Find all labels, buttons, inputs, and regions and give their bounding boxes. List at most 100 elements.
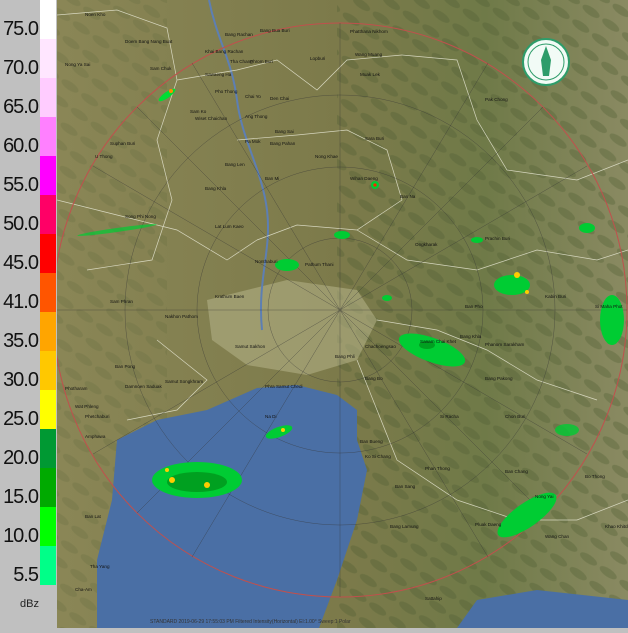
place-label: Si Racha [440, 414, 459, 419]
place-label: Phetchaburi [85, 414, 110, 419]
place-label: Chon Buri [505, 414, 525, 419]
place-label: Bang Pahan [270, 141, 296, 146]
legend-label: 30.0 [3, 369, 39, 391]
legend-swatch [40, 156, 56, 195]
place-labels: Noen Kho Bang Rachan Bang Bua Buri Doem Ban… [65, 12, 628, 601]
place-label: Damnoen Saduak [125, 384, 162, 389]
place-label: Sawaeng Ha [205, 72, 232, 77]
legend-swatch [40, 195, 56, 234]
place-label: Ang Thong [245, 114, 268, 119]
legend-label: 70.0 [3, 57, 39, 79]
legend-item: 5.5 [0, 546, 57, 588]
legend-label: 75.0 [3, 18, 39, 40]
place-label: Den Chai [270, 96, 289, 101]
place-label: Noen Kho [85, 12, 106, 17]
place-label: Phanom Sarakham [485, 342, 524, 347]
legend-swatch [40, 117, 56, 156]
place-label: Ban Bueng [360, 439, 383, 444]
place-label: Nong Ya Sai [65, 62, 90, 67]
place-label: Ko Si Chang [365, 454, 391, 459]
place-label: Ban Pho [465, 304, 483, 309]
place-label: Chachoengsao [365, 344, 396, 349]
place-label: Wiset Chaichan [195, 116, 228, 121]
place-label: Khai Bang Rachan [205, 49, 244, 54]
legend-item: 35.0 [0, 312, 57, 354]
place-label: Ongkharak [415, 242, 438, 247]
legend-label: 10.0 [3, 525, 39, 547]
place-label: Tha Yang [90, 564, 110, 569]
place-label: Samut Sakhon [235, 344, 266, 349]
place-label: Ban Na [400, 194, 416, 199]
place-label: Phan Thong [425, 466, 450, 471]
legend-unit: dBz [20, 598, 39, 610]
place-label: Pa Mok [245, 139, 261, 144]
place-label: Bang Bua Buri [260, 28, 290, 33]
place-label: Phrom Buri [250, 59, 273, 64]
place-label: Sam Phran [110, 299, 133, 304]
place-label: Prachin Buri [485, 236, 510, 241]
place-label: Sattahip [425, 596, 442, 601]
legend-item: 70.0 [0, 39, 57, 81]
province-borders [56, 9, 628, 521]
legend-item: 60.0 [0, 117, 57, 159]
place-label: Kabin Buri [545, 294, 566, 299]
place-label: Bang Sai [275, 129, 294, 134]
legend-swatch [40, 312, 56, 351]
legend-label: 5.5 [13, 564, 39, 586]
place-label: Ban Mi [265, 176, 279, 181]
legend-item: 75.0 [0, 0, 57, 42]
place-label: Sara Buri [365, 136, 384, 141]
place-label: Amphawa [85, 434, 106, 439]
place-label: Bang Bo [365, 376, 383, 381]
place-label: Wat Phleng [75, 404, 99, 409]
place-label: Wang Chan [545, 534, 570, 539]
radar-map[interactable]: Noen Kho Bang Rachan Bang Bua Buri Doem Ban… [52, 0, 628, 628]
city-emblem-logo [522, 38, 570, 86]
place-label: Doem Bang Nang Buat [125, 39, 173, 44]
legend-item: 30.0 [0, 351, 57, 393]
place-label: Bang Pakong [485, 376, 513, 381]
legend-swatch [40, 0, 56, 39]
legend-label: 35.0 [3, 330, 39, 352]
legend-swatch [40, 39, 56, 78]
legend-item: 50.0 [0, 195, 57, 237]
legend-label: 20.0 [3, 447, 39, 469]
place-label: Sanam Chai Khet [420, 339, 457, 344]
place-label: Tha Chang [230, 59, 253, 64]
legend-item: 15.0 [0, 468, 57, 510]
legend-label: 65.0 [3, 96, 39, 118]
legend-swatch [40, 507, 56, 546]
place-label: Pathum Thani [305, 262, 334, 267]
radar-map-svg: Noen Kho Bang Rachan Bang Bua Buri Doem Ban… [52, 0, 628, 628]
place-label: Ban Sang [395, 484, 416, 489]
dbz-color-legend: 75.0 70.0 65.0 60.0 55.0 50.0 45.0 41.0 35.0 30.0… [0, 0, 57, 628]
legend-item: 55.0 [0, 156, 57, 198]
legend-item: 10.0 [0, 507, 57, 549]
legend-swatch [40, 429, 56, 468]
place-label: Muak Lek [360, 72, 381, 77]
legend-item: 65.0 [0, 78, 57, 120]
gulf-sea [97, 385, 367, 628]
place-label: Phra Samut Chedi [265, 384, 303, 389]
radar-echoes [77, 88, 624, 538]
legend-label: 45.0 [3, 252, 39, 274]
legend-label: 41.0 [3, 291, 39, 313]
place-label: Bang Lamung [390, 524, 419, 529]
place-label: Cha-Am [75, 587, 92, 592]
place-label: Lopburi [310, 56, 325, 61]
place-label: Pak Chong [485, 97, 508, 102]
place-label: Nong Khae [315, 154, 338, 159]
place-label: Sam Chuk [150, 66, 172, 71]
place-label: Ban Pong [115, 364, 136, 369]
city-area [207, 280, 377, 375]
legend-item: 20.0 [0, 429, 57, 471]
range-rings [52, 22, 628, 598]
place-label: Suphan Buri [110, 141, 135, 146]
legend-swatch [40, 546, 56, 585]
legend-item: 25.0 [0, 390, 57, 432]
place-label: Nonthaburi [255, 259, 277, 264]
place-label: Na Di [265, 414, 277, 419]
terrain-hills [337, 0, 628, 628]
legend-swatch [40, 351, 56, 390]
legend-swatch [40, 390, 56, 429]
